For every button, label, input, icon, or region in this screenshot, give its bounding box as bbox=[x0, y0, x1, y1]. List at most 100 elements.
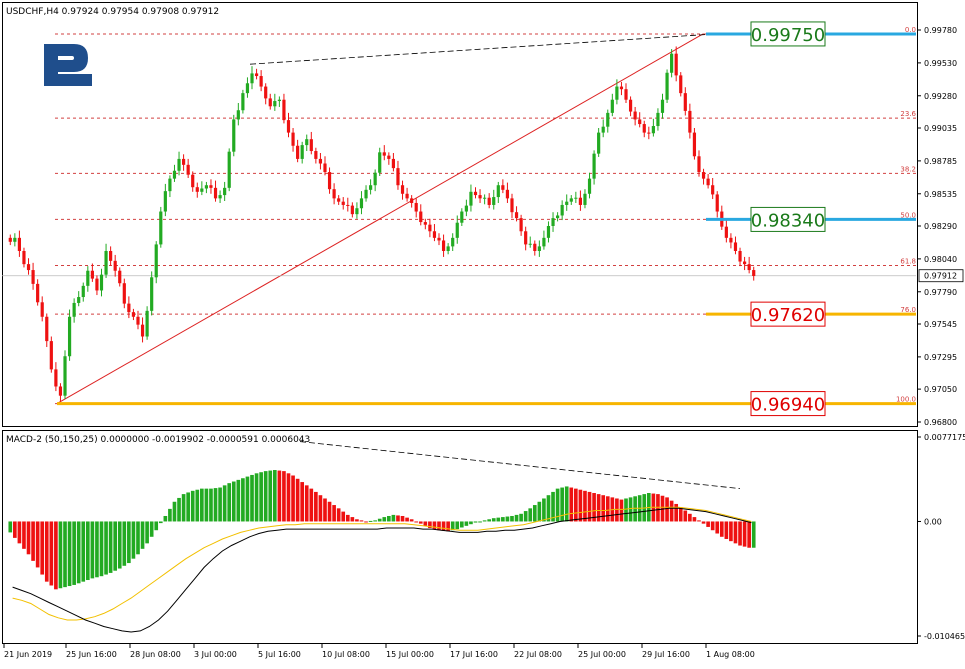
candle-body bbox=[437, 237, 441, 241]
candle-body bbox=[58, 386, 63, 396]
candle-body bbox=[537, 246, 541, 251]
macd-bar bbox=[186, 492, 190, 522]
candle-body bbox=[186, 164, 190, 175]
macd-bar bbox=[168, 508, 172, 522]
macd-bar bbox=[560, 487, 564, 522]
candle-body bbox=[583, 193, 587, 205]
candle-body bbox=[633, 111, 637, 120]
time-tick-label: 1 Aug 08:00 bbox=[706, 650, 755, 659]
candle-body bbox=[610, 99, 614, 113]
macd-bar bbox=[678, 507, 683, 522]
macd-bar bbox=[724, 521, 729, 539]
candle-body bbox=[49, 341, 53, 370]
candle-body bbox=[341, 201, 345, 205]
candle-body bbox=[309, 139, 313, 152]
candle-body bbox=[565, 201, 569, 205]
fib-label: 61.8 bbox=[900, 257, 916, 265]
candle-body bbox=[8, 237, 12, 242]
candle-body bbox=[546, 226, 551, 238]
price-axis: 0.99780 0.99530 0.99280 0.99035 0.98785 0.985… bbox=[917, 26, 964, 427]
price-tick-label: 0.97545 bbox=[924, 320, 957, 329]
candle-body bbox=[127, 303, 131, 313]
macd-bar bbox=[660, 495, 665, 522]
symbol-header: USDCHF,H4 0.97924 0.97954 0.97908 0.9791… bbox=[6, 7, 219, 17]
macd-bar bbox=[733, 521, 738, 544]
candle-body bbox=[679, 75, 683, 94]
macd-bar bbox=[715, 521, 720, 534]
fib-anchor-line bbox=[56, 33, 704, 405]
macd-bar bbox=[377, 518, 382, 522]
candle-body bbox=[232, 119, 236, 152]
candle-body bbox=[656, 112, 660, 127]
candle-body bbox=[204, 185, 208, 189]
level-box-text: 0.99750 bbox=[751, 25, 825, 46]
macd-bar bbox=[674, 503, 679, 522]
candle-body bbox=[569, 198, 573, 202]
macd-bar bbox=[496, 517, 501, 522]
macd-bar bbox=[619, 499, 624, 522]
time-tick-label: 3 Jul 00:00 bbox=[194, 650, 237, 659]
macd-bar bbox=[441, 521, 446, 531]
candle-body bbox=[355, 208, 359, 215]
macd-bar bbox=[551, 491, 555, 522]
candle-body bbox=[597, 132, 601, 154]
candle-body bbox=[118, 270, 122, 284]
candle-body bbox=[45, 316, 49, 342]
level-markers: 0.99750 0.98340 0.97620 0.96940 bbox=[57, 21, 916, 417]
macd-bar bbox=[314, 491, 318, 522]
macd-bar bbox=[8, 521, 13, 533]
candle-body bbox=[136, 316, 140, 325]
candle-body bbox=[619, 86, 624, 90]
macd-tick-label: -0.0104650 bbox=[924, 632, 965, 641]
time-tick-label: 21 Jun 2019 bbox=[4, 650, 52, 659]
macd-bar bbox=[738, 521, 742, 546]
level-box-text: 0.97620 bbox=[751, 305, 825, 326]
candle-body bbox=[578, 197, 582, 205]
candle-body bbox=[268, 98, 272, 107]
macd-bar bbox=[263, 471, 268, 522]
macd-bar bbox=[332, 505, 336, 522]
time-tick-label: 17 Jul 16:00 bbox=[450, 650, 498, 659]
macd-bar bbox=[154, 521, 159, 531]
price-tick-label: 0.97295 bbox=[924, 353, 957, 362]
macd-bar bbox=[400, 515, 405, 522]
level-box-text: 0.96940 bbox=[751, 395, 825, 416]
time-tick-label: 5 Jul 16:00 bbox=[258, 650, 301, 659]
macd-bar bbox=[469, 521, 473, 525]
price-tick-label: 0.99280 bbox=[924, 92, 957, 101]
candle-body bbox=[501, 185, 505, 190]
candle-body bbox=[524, 231, 528, 245]
candle-body bbox=[638, 119, 642, 125]
resistance-trendline bbox=[249, 32, 726, 65]
candle-body bbox=[469, 191, 473, 206]
macd-bar bbox=[231, 481, 236, 522]
candle-body bbox=[254, 73, 259, 77]
macd-bar bbox=[450, 521, 455, 531]
candle-body bbox=[154, 244, 158, 278]
candle-body bbox=[743, 261, 747, 265]
macd-bar bbox=[117, 521, 122, 569]
macd-bar bbox=[487, 519, 492, 522]
candle-body bbox=[337, 198, 341, 202]
macd-bar bbox=[95, 521, 99, 578]
candle-body bbox=[483, 197, 487, 199]
candle-body bbox=[104, 250, 108, 275]
macd-bar bbox=[250, 474, 254, 522]
macd-bar bbox=[268, 470, 273, 522]
candle-body bbox=[628, 99, 633, 112]
candle-body bbox=[163, 191, 167, 212]
candle-body bbox=[72, 302, 76, 317]
macd-bar bbox=[336, 508, 341, 522]
macd-bar bbox=[213, 488, 218, 522]
macd-header: MACD-2 (50,150,25) 0.0000000 -0.0019902 … bbox=[6, 435, 310, 445]
price-tick-label: 0.98040 bbox=[924, 255, 957, 264]
macd-bar bbox=[592, 493, 596, 522]
macd-bar bbox=[345, 514, 350, 522]
macd-bar bbox=[656, 494, 660, 522]
candle-body bbox=[706, 178, 710, 186]
macd-bar bbox=[382, 517, 387, 522]
candle-body bbox=[286, 120, 291, 133]
price-tick-label: 0.98290 bbox=[924, 222, 957, 231]
candle-body bbox=[369, 185, 373, 190]
